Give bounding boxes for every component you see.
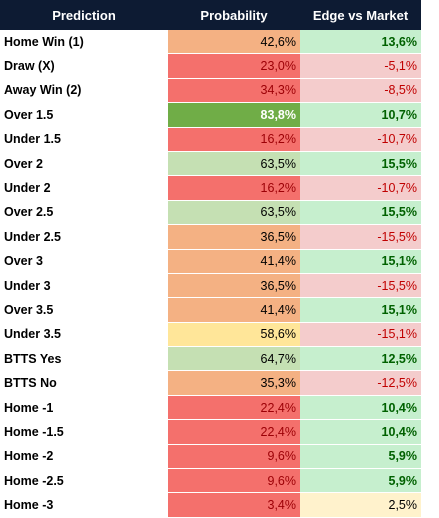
edge-cell: -5,1% xyxy=(300,53,421,79)
edge-cell: 12,5% xyxy=(300,346,421,372)
prediction-cell: Over 2 xyxy=(0,151,168,177)
edge-cell: 15,1% xyxy=(300,297,421,323)
probability-cell: 41,4% xyxy=(168,297,300,323)
edge-cell: -15,1% xyxy=(300,322,421,348)
edge-cell: 2,5% xyxy=(300,492,421,518)
table-row: Away Win (2) 34,3% -8,5% xyxy=(0,78,421,104)
header-cell: Edge vs Market xyxy=(300,0,421,30)
edge-cell: -10,7% xyxy=(300,127,421,152)
table-row: Under 3.5 58,6% -15,1% xyxy=(0,322,421,348)
table-row: Over 2 63,5% 15,5% xyxy=(0,151,421,177)
edge-cell: 10,4% xyxy=(300,419,421,445)
table-row: Home -3 3,4% 2,5% xyxy=(0,492,421,518)
edge-cell: 15,5% xyxy=(300,151,421,177)
probability-cell: 42,6% xyxy=(168,30,300,55)
probability-cell: 9,6% xyxy=(168,444,300,470)
table-row: Home -2.5 9,6% 5,9% xyxy=(0,468,421,494)
table-row: Home -1 22,4% 10,4% xyxy=(0,395,421,421)
probability-cell: 41,4% xyxy=(168,249,300,274)
prediction-cell: Under 2 xyxy=(0,175,168,201)
probability-cell: 34,3% xyxy=(168,78,300,104)
edge-cell: -10,7% xyxy=(300,175,421,201)
probability-cell: 36,5% xyxy=(168,273,300,299)
probability-cell: 63,5% xyxy=(168,151,300,177)
probability-cell: 23,0% xyxy=(168,53,300,79)
prediction-cell: Under 2.5 xyxy=(0,224,168,250)
table-row: Under 3 36,5% -15,5% xyxy=(0,273,421,299)
edge-cell: 10,4% xyxy=(300,395,421,421)
edge-cell: -15,5% xyxy=(300,273,421,299)
edge-cell: 10,7% xyxy=(300,102,421,128)
prediction-cell: Over 2.5 xyxy=(0,200,168,226)
edge-cell: -12,5% xyxy=(300,370,421,396)
probability-cell: 36,5% xyxy=(168,224,300,250)
probability-cell: 3,4% xyxy=(168,492,300,518)
prediction-cell: Home -2 xyxy=(0,444,168,470)
table-row: Home -1.5 22,4% 10,4% xyxy=(0,419,421,445)
table-row: Over 3 41,4% 15,1% xyxy=(0,249,421,274)
table-row: Under 2 16,2% -10,7% xyxy=(0,175,421,201)
probability-cell: 83,8% xyxy=(168,102,300,128)
edge-cell: -15,5% xyxy=(300,224,421,250)
probability-cell: 16,2% xyxy=(168,127,300,152)
prediction-cell: Under 1.5 xyxy=(0,127,168,152)
prediction-cell: Under 3.5 xyxy=(0,322,168,348)
prediction-cell: Away Win (2) xyxy=(0,78,168,104)
probability-cell: 22,4% xyxy=(168,419,300,445)
table-row: BTTS No 35,3% -12,5% xyxy=(0,370,421,396)
edge-cell: 15,1% xyxy=(300,249,421,274)
prediction-cell: BTTS Yes xyxy=(0,346,168,372)
prediction-cell: Home -1 xyxy=(0,395,168,421)
table-row: Home -2 9,6% 5,9% xyxy=(0,444,421,470)
table-row: Draw (X) 23,0% -5,1% xyxy=(0,53,421,79)
header-cell: Prediction xyxy=(0,0,168,30)
edge-cell: 13,6% xyxy=(300,30,421,55)
prediction-cell: Over 1.5 xyxy=(0,102,168,128)
table-row: Over 3.5 41,4% 15,1% xyxy=(0,297,421,323)
page: {"table": { "headers": ["Prediction", "P… xyxy=(0,0,421,518)
prediction-cell: Over 3 xyxy=(0,249,168,274)
probability-cell: 35,3% xyxy=(168,370,300,396)
prediction-cell: Home Win (1) xyxy=(0,30,168,55)
prediction-table: Prediction Probability Edge vs Market Ho… xyxy=(0,0,421,518)
probability-cell: 22,4% xyxy=(168,395,300,421)
probability-cell: 58,6% xyxy=(168,322,300,348)
edge-cell: 15,5% xyxy=(300,200,421,226)
table-row: Under 1.5 16,2% -10,7% xyxy=(0,127,421,152)
prediction-cell: Under 3 xyxy=(0,273,168,299)
prediction-cell: BTTS No xyxy=(0,370,168,396)
prediction-cell: Home -2.5 xyxy=(0,468,168,494)
table-row: Under 2.5 36,5% -15,5% xyxy=(0,224,421,250)
edge-cell: 5,9% xyxy=(300,444,421,470)
header-row: Prediction Probability Edge vs Market xyxy=(0,0,421,30)
table-row: Over 1.5 83,8% 10,7% xyxy=(0,102,421,128)
table-row: Home Win (1) 42,6% 13,6% xyxy=(0,30,421,55)
prediction-cell: Draw (X) xyxy=(0,53,168,79)
probability-cell: 16,2% xyxy=(168,175,300,201)
table-row: Over 2.5 63,5% 15,5% xyxy=(0,200,421,226)
probability-cell: 64,7% xyxy=(168,346,300,372)
prediction-cell: Home -1.5 xyxy=(0,419,168,445)
probability-cell: 63,5% xyxy=(168,200,300,226)
prediction-cell: Home -3 xyxy=(0,492,168,518)
prediction-cell: Over 3.5 xyxy=(0,297,168,323)
table-row: BTTS Yes 64,7% 12,5% xyxy=(0,346,421,372)
table-body: Home Win (1) 42,6% 13,6% Draw (X) 23,0% -5,1%… xyxy=(0,30,421,518)
edge-cell: 5,9% xyxy=(300,468,421,494)
probability-cell: 9,6% xyxy=(168,468,300,494)
header-cell: Probability xyxy=(168,0,300,30)
edge-cell: -8,5% xyxy=(300,78,421,104)
